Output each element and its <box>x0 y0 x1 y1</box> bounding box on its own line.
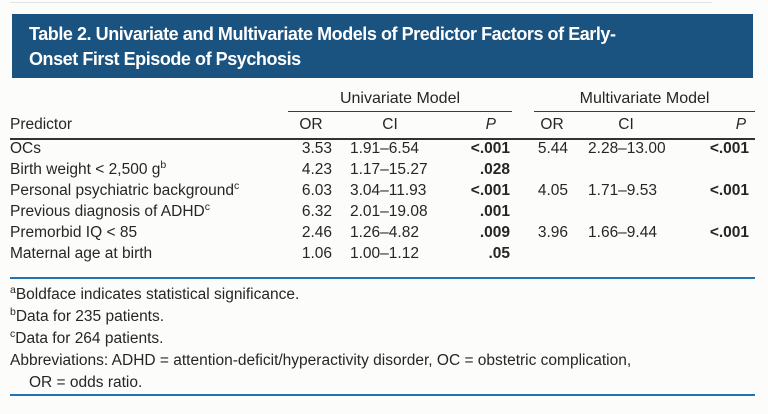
uv-ci-cell: 3.04–11.93 <box>350 182 427 199</box>
footnote-marker: c <box>234 179 240 192</box>
table-title-bar: Table 2. Univariate and Multivariate Mod… <box>12 14 753 78</box>
statistics-table: Univariate Model Multivariate Model Pred… <box>10 85 756 265</box>
uv-or-column-header: OR <box>288 111 334 140</box>
group-header-spacer <box>10 85 288 111</box>
mv-p-cell <box>682 160 755 181</box>
mv-or-cell <box>534 244 570 265</box>
mv-ci-cell: 1.71–9.53 <box>588 182 657 199</box>
mv-or-cell: 5.44 <box>537 140 569 157</box>
table-row: Personal psychiatric backgroundc 6.03 3.… <box>10 181 755 202</box>
predictor-cell: Previous diagnosis of ADHDc <box>10 200 210 220</box>
uv-p-cell: <.001 <box>470 182 511 199</box>
uv-ci-cell: 1.26–4.82 <box>350 224 419 241</box>
uv-or-cell: 3.53 <box>301 140 332 157</box>
footnote-a: aBoldface indicates statistical signific… <box>10 284 758 306</box>
mv-ci-cell <box>570 244 682 265</box>
mv-p-cell: <.001 <box>709 140 750 157</box>
mv-ci-cell <box>570 202 682 223</box>
uv-p-cell: <.001 <box>470 140 511 157</box>
mv-p-cell: <.001 <box>709 224 750 241</box>
mv-or-cell <box>534 202 570 223</box>
predictor-cell: Birth weight < 2,500 gb <box>10 158 167 178</box>
footnotes-block: aBoldface indicates statistical signific… <box>10 284 758 394</box>
table-title-line-2: Onset First Episode of Psychosis <box>29 49 301 69</box>
top-faint-rule <box>10 2 712 3</box>
uv-p-column-header: P <box>446 111 513 140</box>
uv-ci-cell: 1.00–1.12 <box>350 245 419 262</box>
mv-p-cell <box>682 202 755 223</box>
univariate-model-header: Univariate Model <box>288 85 513 112</box>
uv-or-cell: 2.46 <box>301 224 332 241</box>
mv-ci-column-header: CI <box>570 111 683 140</box>
uv-or-cell: 1.06 <box>301 245 332 262</box>
footnote-c-marker: c <box>10 327 16 340</box>
predictor-cell: Premorbid IQ < 85 <box>10 224 138 241</box>
mv-or-cell <box>534 160 570 181</box>
uv-or-cell: 4.23 <box>301 161 332 178</box>
column-header-row: Predictor OR CI P OR CI P <box>10 111 756 140</box>
table-row: Previous diagnosis of ADHDc 6.32 2.01–19… <box>10 202 755 223</box>
uv-ci-column-header: CI <box>334 111 446 140</box>
mv-or-cell: 3.96 <box>537 224 569 241</box>
abbreviations-line-2: OR = odds ratio. <box>29 374 143 391</box>
mv-or-column-header: OR <box>534 111 571 140</box>
uv-ci-cell: 1.91–6.54 <box>350 140 419 157</box>
predictor-column-header: Predictor <box>10 111 288 140</box>
footnote-a-marker: a <box>10 283 16 296</box>
mv-p-column-header: P <box>682 111 756 140</box>
column-header-gap <box>512 111 535 140</box>
table-bottom-rule <box>10 277 755 279</box>
footnote-b: bData for 235 patients. <box>10 306 758 328</box>
table-row: Maternal age at birth 1.06 1.00–1.12 .05 <box>10 244 755 265</box>
predictor-cell: Maternal age at birth <box>10 245 153 262</box>
footnote-b-text: Data for 235 patients. <box>15 308 165 325</box>
uv-ci-cell: 1.17–15.27 <box>350 161 428 178</box>
group-header-row: Univariate Model Multivariate Model <box>10 85 756 112</box>
predictor-cell: Personal psychiatric backgroundc <box>10 179 240 199</box>
uv-ci-cell: 2.01–19.08 <box>350 203 428 220</box>
footnote-marker: b <box>160 158 167 171</box>
uv-p-cell: .001 <box>479 203 511 220</box>
group-header-gap <box>512 85 534 111</box>
predictor-cell: OCs <box>10 140 41 157</box>
uv-or-cell: 6.32 <box>301 203 332 220</box>
page-bottom-rule <box>10 394 755 396</box>
footnote-a-text: Boldface indicates statistical significa… <box>15 286 300 303</box>
uv-p-cell: .009 <box>479 224 511 241</box>
uv-p-cell: .028 <box>479 161 511 178</box>
mv-or-cell: 4.05 <box>537 182 569 199</box>
footnote-b-marker: b <box>10 305 16 318</box>
table-row: Birth weight < 2,500 gb 4.23 1.17–15.27 … <box>10 160 755 181</box>
mv-ci-cell: 1.66–9.44 <box>588 224 657 241</box>
abbreviations-line-1: Abbreviations: ADHD = attention-deficit/… <box>10 352 632 369</box>
table-title-line-1: Table 2. Univariate and Multivariate Mod… <box>29 24 616 44</box>
table-row: OCs 3.53 1.91–6.54 <.001 5.44 2.28–13.00… <box>10 139 755 160</box>
mv-ci-cell <box>570 160 682 181</box>
footnote-c: cData for 264 patients. <box>10 328 758 350</box>
multivariate-model-header: Multivariate Model <box>534 85 756 112</box>
footnote-marker: c <box>204 200 210 213</box>
uv-or-cell: 6.03 <box>301 182 332 199</box>
footnote-c-text: Data for 264 patients. <box>15 330 164 347</box>
mv-p-cell: <.001 <box>709 182 750 199</box>
mv-p-cell <box>682 244 755 265</box>
mv-ci-cell: 2.28–13.00 <box>588 140 666 157</box>
uv-p-cell: .05 <box>488 245 511 262</box>
table-row: Premorbid IQ < 85 2.46 1.26–4.82 .009 3.… <box>10 223 755 244</box>
